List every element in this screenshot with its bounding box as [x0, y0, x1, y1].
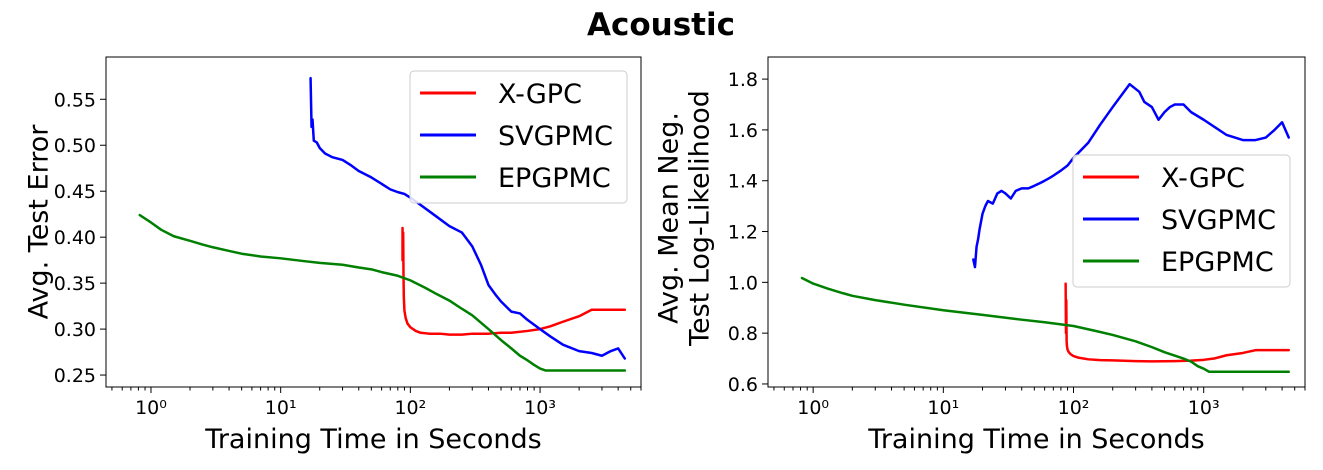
y-axis-label-line: Avg. Mean Neg.: [653, 112, 684, 324]
x-tick-label: 10⁰: [797, 397, 829, 419]
y-tick-label: 0.6: [728, 374, 758, 396]
series-line-epgpmc: [800, 276, 1290, 374]
x-tick-label: 10²: [1058, 397, 1090, 419]
series-line-x-gpc: [1064, 282, 1290, 363]
y-tick-label: 0.40: [54, 227, 96, 249]
y-tick-label: 1.4: [728, 171, 758, 193]
y-axis-label: Avg. Mean Neg.Test Log-Likelihood: [653, 90, 715, 347]
x-tick-label: 10¹: [927, 397, 959, 419]
legend-label: X-GPC: [1161, 163, 1245, 194]
x-tick-label: 10²: [394, 397, 426, 419]
x-axis-label: Training Time in Seconds: [867, 424, 1204, 455]
plot-frame: [767, 56, 1306, 388]
x-tick-label: 10⁰: [135, 397, 167, 419]
chart-neg-log-likelihood: 10⁰ 10¹ 10² 10³ 0.6 0.8 1.0 1.2 1.4 1.6 1.8 Trainin…: [653, 56, 1306, 455]
series-line-svgpmc: [309, 76, 627, 360]
y-tick-label: 0.35: [54, 273, 96, 295]
y-tick-label: 0.25: [54, 365, 96, 387]
legend-label: SVGPMC: [1161, 205, 1276, 236]
y-tick-label: 1.6: [728, 120, 758, 142]
x-tick-label: 10³: [1188, 397, 1220, 419]
legend-label: EPGPMC: [1161, 247, 1274, 278]
y-tick-label: 0.50: [54, 135, 96, 157]
series-line-x-gpc: [401, 226, 627, 336]
chart-test-error: 10⁰ 10¹ 10² 10³ 0.25 0.30 0.35 0.40 0.45 0.50 0.55…: [23, 56, 642, 455]
x-axis-label: Training Time in Seconds: [204, 424, 541, 455]
plot-frame: [105, 56, 642, 388]
legend: X-GPC SVGPMC EPGPMC: [409, 70, 628, 204]
y-tick-label: 0.30: [54, 319, 96, 341]
y-axis-label-line: Test Log-Likelihood: [684, 90, 715, 347]
legend-label: X-GPC: [498, 79, 582, 110]
y-tick-label: 0.8: [728, 323, 758, 345]
y-axis-label-line: Avg. Test Error: [23, 124, 54, 320]
x-tick-label: 10¹: [265, 397, 297, 419]
legend-label: EPGPMC: [498, 163, 611, 194]
legend: X-GPC SVGPMC EPGPMC: [1072, 154, 1291, 288]
series-line-epgpmc: [138, 213, 627, 372]
figure-title: Acoustic: [587, 7, 735, 43]
y-axis-label: Avg. Test Error: [23, 124, 54, 320]
y-tick-label: 1.2: [728, 222, 758, 244]
y-tick-label: 1.0: [728, 272, 758, 294]
y-tick-label: 1.8: [728, 69, 758, 91]
legend-box: [409, 70, 628, 204]
x-tick-label: 10³: [524, 397, 556, 419]
series-line-svgpmc: [972, 82, 1290, 269]
y-tick-label: 0.55: [54, 89, 96, 111]
y-tick-label: 0.45: [54, 181, 96, 203]
legend-box: [1072, 154, 1291, 288]
legend-label: SVGPMC: [498, 121, 613, 152]
